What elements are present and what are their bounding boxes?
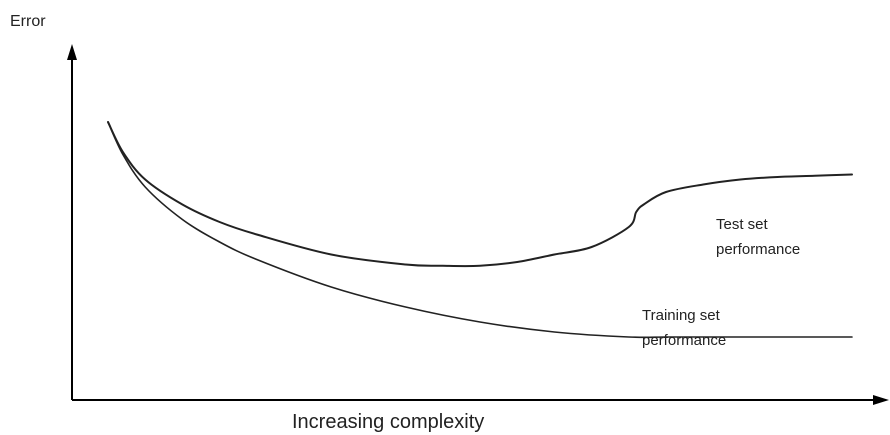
training-set-label-line-2: performance — [642, 332, 726, 349]
test-set-curve — [107, 121, 853, 268]
training-set-curve — [107, 121, 853, 339]
test-set-label: Test set performance — [716, 216, 800, 258]
test-set-label-line-1: Test set — [716, 216, 769, 233]
y-axis-arrowhead — [67, 44, 77, 60]
training-set-label: Training set performance — [642, 307, 726, 349]
training-set-label-line-1: Training set — [642, 307, 721, 324]
test-set-label-line-2: performance — [716, 241, 800, 258]
y-axis-label: Error — [10, 13, 46, 30]
x-axis-label: Increasing complexity — [292, 411, 484, 433]
x-axis-arrowhead — [873, 395, 889, 405]
series-layer — [107, 121, 853, 339]
